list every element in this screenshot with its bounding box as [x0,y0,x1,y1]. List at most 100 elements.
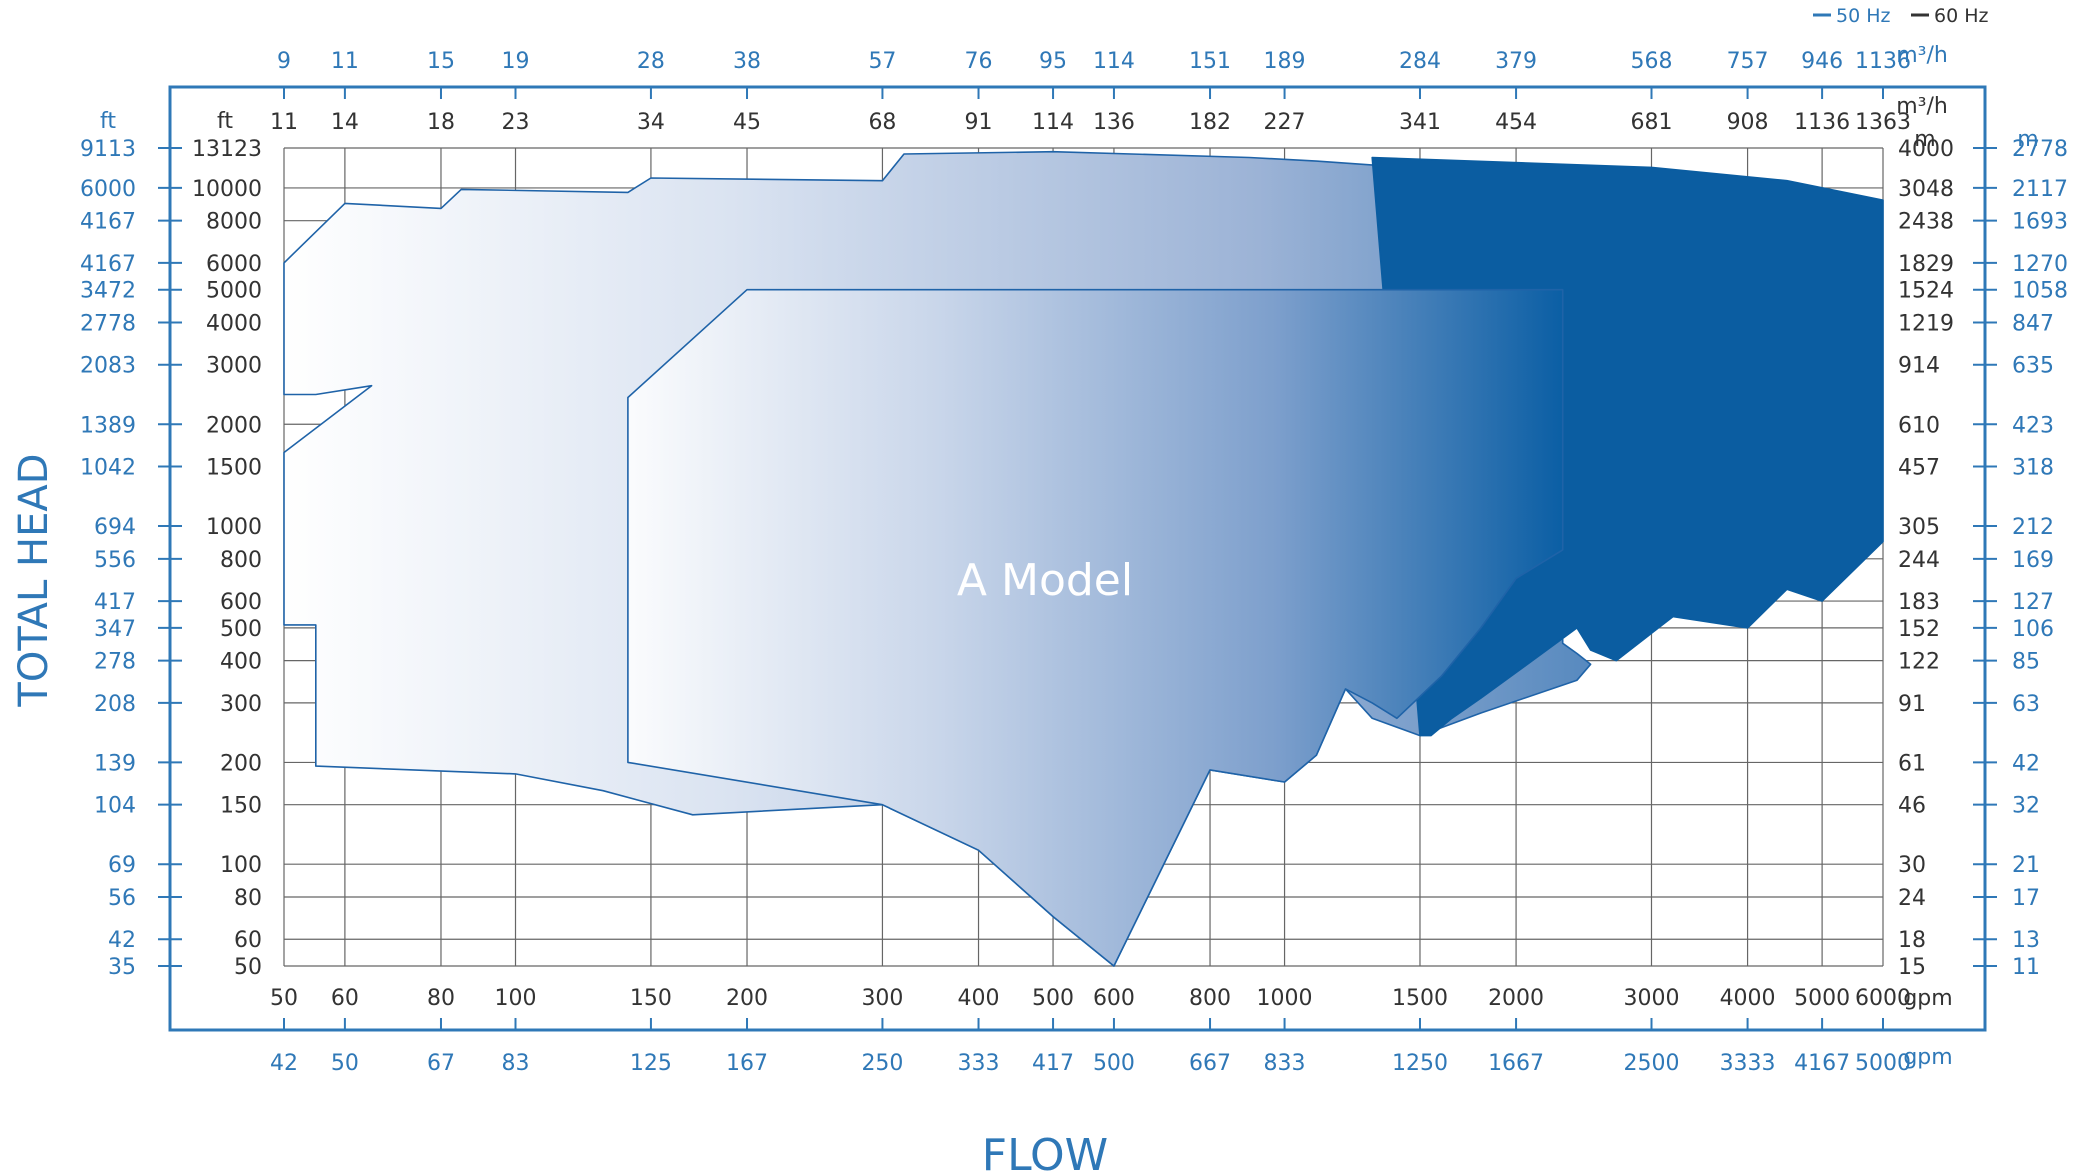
y-left-50hz-label: 35 [108,955,136,980]
x-top-50hz-label: 11 [331,49,359,74]
y-left-60hz-label: 60 [234,928,262,953]
x-top-60hz-label: 114 [1032,110,1074,135]
x-top-50hz-label: 946 [1801,49,1843,74]
y-right-60hz-label: 61 [1898,751,1926,776]
y-left-50hz-label: 104 [94,794,136,819]
y-right-60hz-label: 2438 [1898,210,1954,235]
x-bottom-50hz-label: 1667 [1488,1051,1544,1076]
x-bottom-60hz-label: 150 [630,986,672,1011]
y-left-60hz-label: 150 [220,794,262,819]
unit-left-60hz-ft: ft [217,109,233,134]
y-left-50hz-label: 278 [94,650,136,675]
x-bottom-50hz-label: 4167 [1794,1051,1850,1076]
x-bottom-50hz-label: 833 [1264,1051,1306,1076]
x-top-60hz-label: 1363 [1855,110,1911,135]
unit-right-50hz-m: m [2017,127,2038,152]
x-bottom-60hz-label: 100 [495,986,537,1011]
y-left-50hz-label: 4167 [80,210,136,235]
y-left-50hz-label: 56 [108,886,136,911]
y-left-60hz-label: 1500 [206,456,262,481]
x-bottom-60hz-label: 1000 [1257,986,1313,1011]
y-left-50hz-label: 2083 [80,354,136,379]
x-top-50hz-label: 151 [1189,49,1231,74]
y-left-50hz-label: 3472 [80,279,136,304]
y-right-60hz-label: 46 [1898,794,1926,819]
x-bottom-60hz-label: 400 [958,986,1000,1011]
y-right-60hz-label: 244 [1898,548,1940,573]
y-left-50hz-label: 69 [108,853,136,878]
legend-50hz-label: 50 Hz [1836,5,1891,27]
y-right-60hz-label: 1524 [1898,279,1954,304]
y-right-60hz-label: 4000 [1898,137,1954,162]
x-top-50hz-label: 28 [637,49,665,74]
x-bottom-60hz-label: 600 [1093,986,1135,1011]
y-right-60hz-label: 122 [1898,650,1940,675]
x-top-50hz-label: 57 [868,49,896,74]
x-top-50hz-label: 284 [1399,49,1441,74]
y-left-50hz-label: 9113 [80,137,136,162]
x-top-60hz-label: 23 [502,110,530,135]
y-left-50hz-label: 694 [94,515,136,540]
y-left-50hz-label: 42 [108,928,136,953]
x-bottom-50hz-label: 333 [958,1051,1000,1076]
x-bottom-60hz-label: 80 [427,986,455,1011]
x-bottom-50hz-label: 5000 [1855,1051,1911,1076]
y-left-50hz-label: 208 [94,692,136,717]
y-right-50hz-label: 11 [2012,955,2040,980]
x-bottom-50hz-label: 500 [1093,1051,1135,1076]
y-left-60hz-label: 800 [220,548,262,573]
x-top-60hz-label: 341 [1399,110,1441,135]
y-right-60hz-label: 3048 [1898,177,1954,202]
y-right-60hz-label: 610 [1898,413,1940,438]
x-top-60hz-label: 91 [965,110,993,135]
x-top-60hz-label: 908 [1727,110,1769,135]
y-left-60hz-label: 8000 [206,210,262,235]
x-top-60hz-label: 1136 [1794,110,1850,135]
y-right-60hz-label: 1219 [1898,311,1954,336]
y-right-50hz-label: 1270 [2012,252,2068,277]
x-bottom-60hz-label: 6000 [1855,986,1911,1011]
y-right-50hz-label: 2778 [2012,137,2068,162]
y-left-60hz-label: 100 [220,853,262,878]
x-top-50hz-label: 38 [733,49,761,74]
y-right-50hz-label: 2117 [2012,177,2068,202]
x-bottom-60hz-label: 3000 [1623,986,1679,1011]
y-left-50hz-label: 139 [94,751,136,776]
y-left-60hz-label: 13123 [192,137,262,162]
x-top-50hz-label: 189 [1264,49,1306,74]
x-top-50hz-label: 757 [1727,49,1769,74]
y-right-50hz-label: 42 [2012,751,2040,776]
y-left-50hz-label: 347 [94,617,136,642]
x-top-60hz-label: 136 [1093,110,1135,135]
region-a-model-region [627,288,1564,967]
y-right-60hz-label: 914 [1898,354,1940,379]
legend-60hz-label: 60 Hz [1934,5,1989,27]
x-top-60hz-label: 454 [1495,110,1537,135]
x-top-50hz-label: 568 [1630,49,1672,74]
x-top-50hz-label: 95 [1039,49,1067,74]
unit-top-60hz-m3h: m³/h [1896,94,1948,119]
y-right-50hz-label: 1058 [2012,279,2068,304]
y-left-60hz-label: 80 [234,886,262,911]
x-bottom-50hz-label: 250 [861,1051,903,1076]
y-left-60hz-label: 3000 [206,354,262,379]
x-bottom-50hz-label: 50 [331,1051,359,1076]
x-bottom-60hz-label: 800 [1189,986,1231,1011]
region-label-a-model: A Model [957,555,1133,606]
y-right-50hz-label: 85 [2012,650,2040,675]
x-bottom-50hz-label: 67 [427,1051,455,1076]
legend: 50 Hz 60 Hz [1813,5,1989,27]
y-left-60hz-label: 2000 [206,413,262,438]
x-top-60hz-label: 14 [331,110,359,135]
y-right-60hz-label: 91 [1898,692,1926,717]
y-left-60hz-label: 200 [220,751,262,776]
x-top-50hz-label: 379 [1495,49,1537,74]
x-top-60hz-label: 681 [1630,110,1672,135]
axis-labels: 9115042111460501518806719231008328341501… [80,49,2068,1076]
y-left-60hz-label: 4000 [206,311,262,336]
y-right-60hz-label: 457 [1898,456,1940,481]
x-bottom-60hz-label: 200 [726,986,768,1011]
performance-regions [283,150,1884,967]
x-top-60hz-label: 45 [733,110,761,135]
